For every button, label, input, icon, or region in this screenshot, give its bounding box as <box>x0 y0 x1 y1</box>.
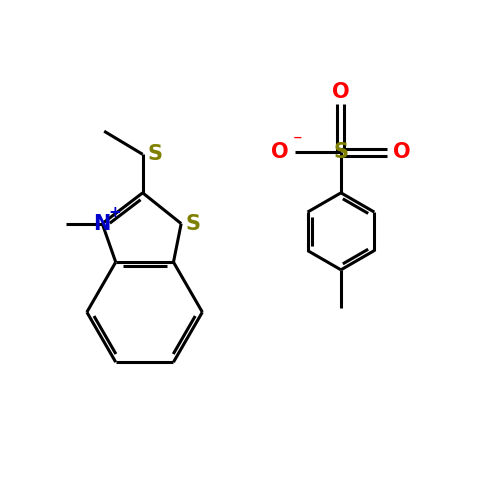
Text: N: N <box>94 214 111 234</box>
Text: S: S <box>148 144 162 165</box>
Text: O: O <box>393 142 410 163</box>
Text: ⁻: ⁻ <box>293 132 302 150</box>
Text: S: S <box>186 214 201 234</box>
Text: O: O <box>332 82 350 102</box>
Text: S: S <box>334 142 348 163</box>
Text: +: + <box>108 204 122 220</box>
Text: O: O <box>272 142 289 163</box>
